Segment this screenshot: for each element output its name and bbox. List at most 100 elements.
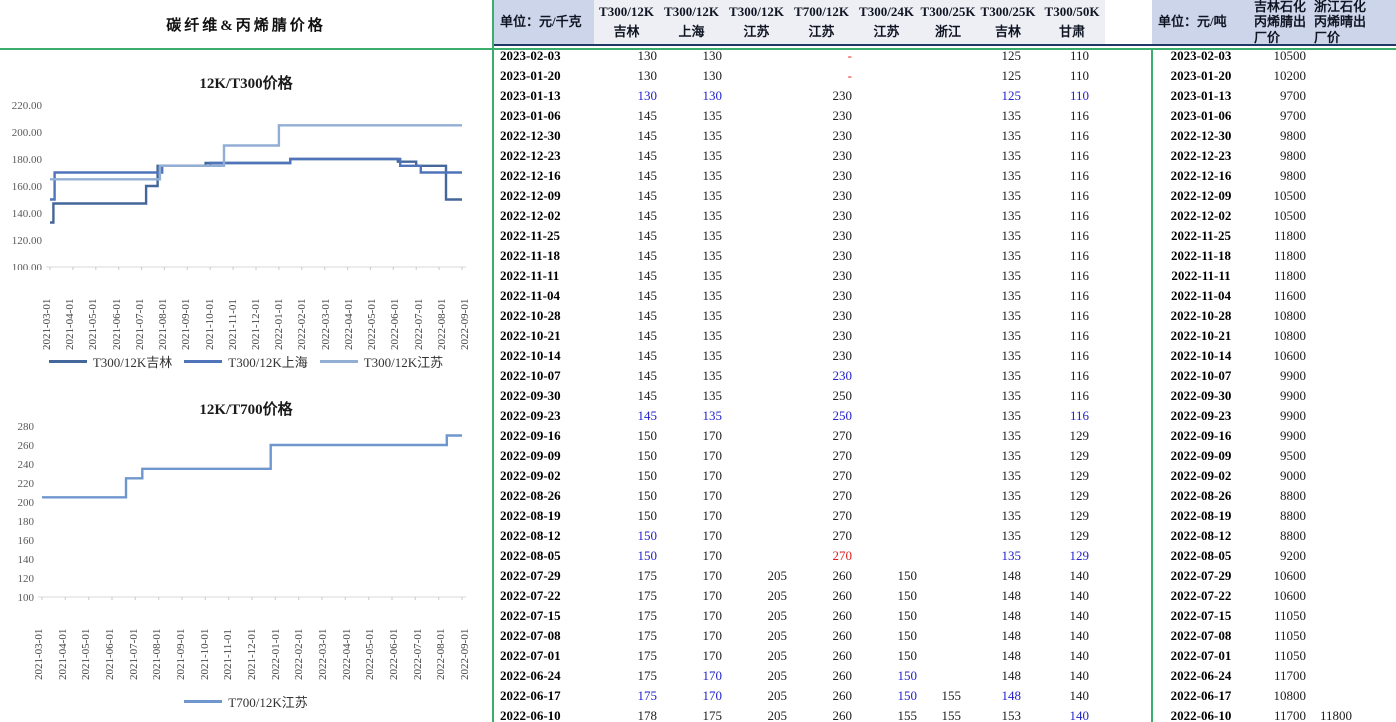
price-cell[interactable]	[854, 286, 919, 306]
price-cell[interactable]: 145	[637, 268, 658, 283]
price-cell[interactable]: 270	[832, 548, 853, 563]
price-cell[interactable]	[919, 126, 977, 146]
table-row[interactable]: 2022-07-01 175 170 205 260 150 148 140 2022-07-0…	[494, 646, 1396, 666]
price-cell[interactable]	[854, 426, 919, 446]
price-cell[interactable]	[854, 66, 919, 86]
price-cell[interactable]: 135	[702, 248, 723, 263]
price-cell[interactable]: 116	[1069, 388, 1089, 403]
price-cell[interactable]	[724, 326, 789, 346]
acn-jilin-price-cell[interactable]: 8800	[1280, 488, 1306, 503]
price-cell[interactable]	[919, 286, 977, 306]
date-cell[interactable]: 2023-01-06	[500, 108, 561, 123]
table-row[interactable]: 2022-12-09 145 135 230 135 116 2022-12-09 10500	[494, 186, 1396, 206]
acn-jilin-price-cell[interactable]: 9500	[1280, 448, 1306, 463]
date-cell-2[interactable]: 2023-02-03	[1170, 48, 1232, 63]
price-cell[interactable]: 148	[1001, 568, 1022, 583]
acn-jilin-price-cell[interactable]: 9700	[1280, 88, 1306, 103]
date-cell[interactable]: 2022-09-30	[500, 388, 561, 403]
price-cell[interactable]	[854, 206, 919, 226]
price-cell[interactable]	[919, 166, 977, 186]
price-cell[interactable]: 260	[832, 628, 853, 643]
price-cell[interactable]	[919, 446, 977, 466]
price-cell[interactable]	[724, 126, 789, 146]
column-header[interactable]: T300/50K 甘肃	[1039, 0, 1105, 44]
price-cell[interactable]: 270	[832, 448, 853, 463]
table-header-row[interactable]: 单位：元/千克 T300/12K 吉林 T300/12K 上海 T300/12K 江苏 T70…	[494, 0, 1396, 46]
price-cell[interactable]: 148	[1001, 688, 1022, 703]
price-cell[interactable]: 260	[832, 568, 853, 583]
date-cell-2[interactable]: 2022-12-23	[1170, 148, 1232, 163]
price-cell[interactable]: 260	[832, 708, 853, 722]
acn-jilin-header[interactable]: 吉林石化丙烯腈出厂价	[1250, 0, 1310, 45]
price-cell[interactable]: 129	[1069, 448, 1090, 463]
date-cell[interactable]: 2022-10-28	[500, 308, 561, 323]
table-row[interactable]: 2022-10-07 145 135 230 135 116 2022-10-07 9900	[494, 366, 1396, 386]
acn-jilin-price-cell[interactable]: 10800	[1273, 308, 1307, 323]
date-cell-2[interactable]: 2022-11-04	[1171, 288, 1231, 303]
acn-jilin-price-cell[interactable]: 9900	[1280, 388, 1306, 403]
price-cell[interactable]: 135	[702, 348, 723, 363]
date-cell-2[interactable]: 2022-09-16	[1170, 428, 1232, 443]
price-cell[interactable]: 175	[637, 628, 658, 643]
table-row[interactable]: 2022-12-02 145 135 230 135 116 2022-12-02 10500	[494, 206, 1396, 226]
price-cell[interactable]	[854, 526, 919, 546]
date-cell-2[interactable]: 2022-07-29	[1170, 568, 1232, 583]
price-cell[interactable]	[724, 206, 789, 226]
price-cell[interactable]: 178	[637, 708, 658, 722]
unit-header-kg[interactable]: 单位：元/千克	[494, 0, 594, 44]
acn-zhejiang-price-cell[interactable]	[1310, 526, 1396, 546]
acn-zhejiang-price-cell[interactable]	[1310, 606, 1396, 626]
price-cell[interactable]	[919, 206, 977, 226]
date-cell-2[interactable]: 2022-08-12	[1170, 528, 1232, 543]
price-cell[interactable]: 135	[702, 168, 723, 183]
table-row[interactable]: 2022-10-28 145 135 230 135 116 2022-10-28 10800	[494, 306, 1396, 326]
price-cell[interactable]: 125	[1001, 48, 1022, 63]
price-cell[interactable]: 129	[1069, 428, 1090, 443]
acn-zhejiang-price-cell[interactable]	[1310, 146, 1396, 166]
price-cell[interactable]	[919, 306, 977, 326]
price-cell[interactable]: 135	[702, 268, 723, 283]
acn-zhejiang-price-cell[interactable]	[1310, 346, 1396, 366]
acn-jilin-price-cell[interactable]: 10600	[1273, 348, 1307, 363]
date-cell-2[interactable]: 2022-11-18	[1171, 248, 1231, 263]
acn-jilin-price-cell[interactable]: 10600	[1273, 568, 1307, 583]
table-row[interactable]: 2022-07-29 175 170 205 260 150 148 140 2022-07-2…	[494, 566, 1396, 586]
price-cell[interactable]	[919, 546, 977, 566]
date-cell[interactable]: 2023-01-13	[500, 88, 561, 103]
date-cell[interactable]: 2022-09-23	[500, 408, 561, 423]
table-row[interactable]: 2022-07-22 175 170 205 260 150 148 140 2022-07-2…	[494, 586, 1396, 606]
price-cell[interactable]: 135	[1001, 188, 1022, 203]
price-cell[interactable]: 145	[637, 128, 658, 143]
price-cell[interactable]	[724, 386, 789, 406]
table-row[interactable]: 2022-09-23 145 135 250 135 116 2022-09-23 9900	[494, 406, 1396, 426]
price-cell[interactable]: 145	[637, 168, 658, 183]
price-cell[interactable]: 260	[832, 588, 853, 603]
acn-zhejiang-price-cell[interactable]	[1310, 426, 1396, 446]
price-cell[interactable]	[919, 566, 977, 586]
price-cell[interactable]	[724, 346, 789, 366]
price-cell[interactable]: 260	[832, 688, 853, 703]
price-cell[interactable]	[854, 86, 919, 106]
table-row[interactable]: 2022-09-30 145 135 250 135 116 2022-09-30 9900	[494, 386, 1396, 406]
price-cell[interactable]: 135	[1001, 208, 1022, 223]
price-cell[interactable]: 135	[1001, 308, 1022, 323]
price-cell[interactable]: 116	[1069, 108, 1089, 123]
price-cell[interactable]: 205	[767, 648, 788, 663]
price-cell[interactable]: 135	[1001, 168, 1022, 183]
price-cell[interactable]: 135	[702, 388, 723, 403]
price-cell[interactable]: 150	[897, 668, 918, 683]
price-cell[interactable]: 135	[1001, 148, 1022, 163]
date-cell[interactable]: 2022-11-18	[500, 248, 560, 263]
column-header[interactable]: T300/12K 江苏	[724, 0, 789, 44]
acn-jilin-price-cell[interactable]: 9800	[1280, 168, 1306, 183]
table-row[interactable]: 2022-12-23 145 135 230 135 116 2022-12-23 9800	[494, 146, 1396, 166]
price-cell[interactable]	[919, 666, 977, 686]
table-row[interactable]: 2022-07-08 175 170 205 260 150 148 140 2022-07-0…	[494, 626, 1396, 646]
price-cell[interactable]: 230	[832, 128, 853, 143]
date-cell-2[interactable]: 2023-01-20	[1170, 68, 1232, 83]
date-cell[interactable]: 2022-09-02	[500, 468, 561, 483]
price-cell[interactable]: 135	[1001, 268, 1022, 283]
price-cell[interactable]: 145	[637, 308, 658, 323]
date-cell[interactable]: 2022-07-08	[500, 628, 561, 643]
price-cell[interactable]: 140	[1069, 648, 1090, 663]
